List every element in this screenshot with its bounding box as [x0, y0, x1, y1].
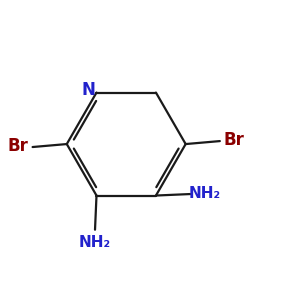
- Text: N: N: [81, 81, 95, 99]
- Text: NH₂: NH₂: [188, 186, 220, 201]
- Text: Br: Br: [8, 137, 29, 155]
- Text: NH₂: NH₂: [79, 235, 111, 250]
- Text: Br: Br: [224, 131, 244, 149]
